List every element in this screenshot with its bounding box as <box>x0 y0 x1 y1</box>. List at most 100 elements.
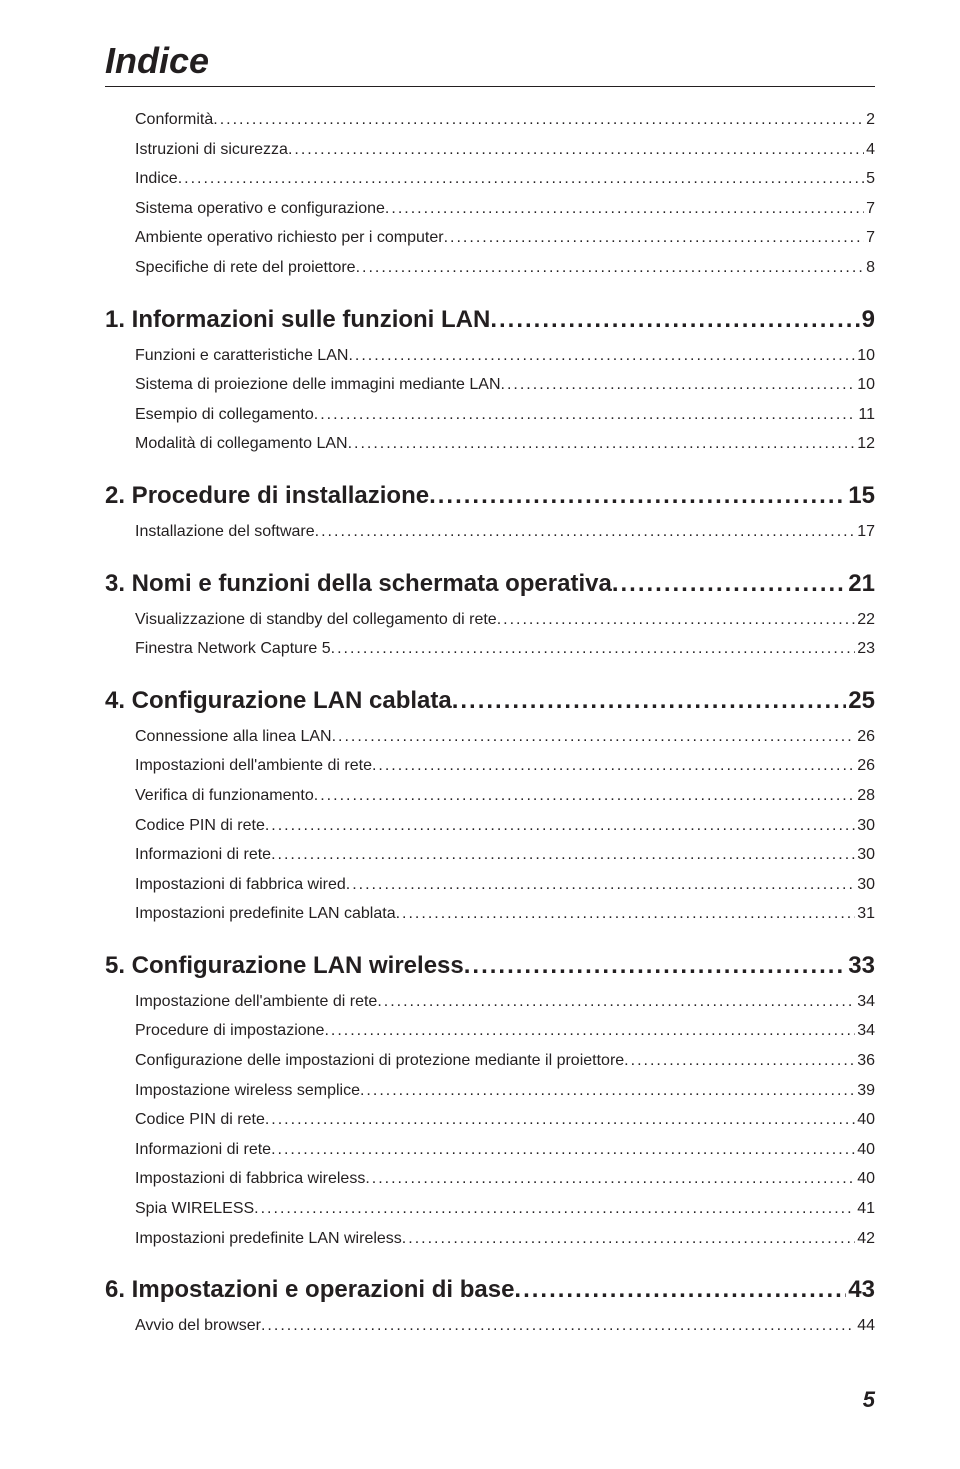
toc-page: 21 <box>846 569 875 599</box>
toc-leader: ........................................… <box>348 345 855 367</box>
toc-label: Spia WIRELESS <box>135 1198 254 1220</box>
toc-entry: Informazioni di rete....................… <box>135 1139 875 1161</box>
toc-label: Finestra Network Capture 5 <box>135 638 331 660</box>
toc-label: Conformità <box>135 109 213 131</box>
toc-page: 26 <box>855 755 875 777</box>
toc-leader: ........................................… <box>346 874 855 896</box>
toc-leader: ........................................… <box>315 521 856 543</box>
toc-leader: ........................................… <box>444 227 865 249</box>
toc-page: 41 <box>855 1198 875 1220</box>
toc-label: Impostazione wireless semplice <box>135 1080 360 1102</box>
toc-leader: ........................................… <box>402 1228 855 1250</box>
toc-label: 2. Procedure di installazione <box>105 481 429 511</box>
toc-entry: Sistema di proiezione delle immagini med… <box>135 374 875 396</box>
toc-entry: Conformità..............................… <box>135 109 875 131</box>
toc-page: 25 <box>846 686 875 716</box>
toc-leader: ........................................… <box>372 755 855 777</box>
toc-entry: Spia WIRELESS...........................… <box>135 1198 875 1220</box>
toc-page: 11 <box>856 404 875 426</box>
toc-label: Modalità di collegamento LAN <box>135 433 348 455</box>
toc-leader: ........................................… <box>213 109 864 131</box>
toc-page: 23 <box>855 638 875 660</box>
toc-entry: Impostazioni di fabbrica wired..........… <box>135 874 875 896</box>
toc-entry: Procedure di impostazione...............… <box>135 1020 875 1042</box>
toc-leader: ........................................… <box>464 951 847 981</box>
toc-label: Impostazioni predefinite LAN cablata <box>135 903 396 925</box>
toc-entry: Impostazioni dell'ambiente di rete......… <box>135 755 875 777</box>
toc-page: 10 <box>855 345 875 367</box>
toc-label: 1. Informazioni sulle funzioni LAN <box>105 305 490 335</box>
toc-leader: ........................................… <box>314 404 857 426</box>
toc-leader: ........................................… <box>452 686 847 716</box>
toc-label: Visualizzazione di standby del collegame… <box>135 609 497 631</box>
toc-leader: ........................................… <box>331 638 856 660</box>
toc-page: 31 <box>855 903 875 925</box>
toc-page: 43 <box>846 1275 875 1305</box>
toc-label: 3. Nomi e funzioni della schermata opera… <box>105 569 612 599</box>
toc-entry: Impostazioni di fabbrica wireless.......… <box>135 1168 875 1190</box>
toc-page: 22 <box>855 609 875 631</box>
toc-entry: Verifica di funzionamento...............… <box>135 785 875 807</box>
toc-label: 6. Impostazioni e operazioni di base <box>105 1275 514 1305</box>
toc-page: 33 <box>846 951 875 981</box>
toc-leader: ........................................… <box>254 1198 855 1220</box>
toc-page: 30 <box>855 815 875 837</box>
toc-leader: ........................................… <box>178 168 864 190</box>
toc-entry: Impostazione dell'ambiente di rete......… <box>135 991 875 1013</box>
toc-page: 10 <box>855 374 875 396</box>
toc-leader: ........................................… <box>332 726 856 748</box>
toc-page: 12 <box>855 433 875 455</box>
toc-label: Funzioni e caratteristiche LAN <box>135 345 348 367</box>
toc-leader: ........................................… <box>271 844 855 866</box>
toc-label: Impostazioni predefinite LAN wireless <box>135 1228 402 1250</box>
toc-entry: Istruzioni di sicurezza.................… <box>135 139 875 161</box>
toc-entry: Informazioni di rete....................… <box>135 844 875 866</box>
toc-label: Connessione alla linea LAN <box>135 726 332 748</box>
toc-page: 30 <box>855 844 875 866</box>
toc-label: Impostazione dell'ambiente di rete <box>135 991 377 1013</box>
toc-label: Avvio del browser <box>135 1315 261 1337</box>
toc-chapter: 3. Nomi e funzioni della schermata opera… <box>105 569 875 599</box>
toc-page: 7 <box>864 227 875 249</box>
toc-entry: Codice PIN di rete......................… <box>135 1109 875 1131</box>
toc-chapter: 6. Impostazioni e operazioni di base....… <box>105 1275 875 1305</box>
toc-page: 34 <box>855 1020 875 1042</box>
toc-leader: ........................................… <box>396 903 856 925</box>
toc-entry: Indice..................................… <box>135 168 875 190</box>
toc-label: 5. Configurazione LAN wireless <box>105 951 464 981</box>
toc-page: 4 <box>864 139 875 161</box>
toc-label: Impostazioni di fabbrica wireless <box>135 1168 365 1190</box>
toc-label: Configurazione delle impostazioni di pro… <box>135 1050 624 1072</box>
toc-label: Procedure di impostazione <box>135 1020 324 1042</box>
toc-entry: Impostazioni predefinite LAN wireless...… <box>135 1228 875 1250</box>
toc-page: 26 <box>855 726 875 748</box>
toc-page: 36 <box>855 1050 875 1072</box>
toc-page: 42 <box>855 1228 875 1250</box>
toc-page: 40 <box>855 1139 875 1161</box>
toc-chapter: 1. Informazioni sulle funzioni LAN......… <box>105 305 875 335</box>
toc-leader: ........................................… <box>624 1050 855 1072</box>
toc-entry: Codice PIN di rete......................… <box>135 815 875 837</box>
toc-leader: ........................................… <box>261 1315 855 1337</box>
toc-leader: ........................................… <box>365 1168 855 1190</box>
toc-label: Specifiche di rete del proiettore <box>135 257 356 279</box>
toc-label: Ambiente operativo richiesto per i compu… <box>135 227 444 249</box>
toc-entry: Visualizzazione di standby del collegame… <box>135 609 875 631</box>
toc-leader: ........................................… <box>501 374 856 396</box>
toc-entry: Sistema operativo e configurazione......… <box>135 198 875 220</box>
toc-label: Verifica di funzionamento <box>135 785 314 807</box>
toc-list: Conformità..............................… <box>105 109 875 1337</box>
toc-page: 34 <box>855 991 875 1013</box>
toc-entry: Esempio di collegamento.................… <box>135 404 875 426</box>
toc-page: 9 <box>860 305 875 335</box>
toc-entry: Configurazione delle impostazioni di pro… <box>135 1050 875 1072</box>
toc-label: Codice PIN di rete <box>135 1109 265 1131</box>
toc-label: Istruzioni di sicurezza <box>135 139 288 161</box>
toc-page: 39 <box>855 1080 875 1102</box>
toc-label: Sistema di proiezione delle immagini med… <box>135 374 501 396</box>
toc-label: Informazioni di rete <box>135 1139 271 1161</box>
toc-leader: ........................................… <box>612 569 846 599</box>
toc-entry: Installazione del software..............… <box>135 521 875 543</box>
toc-leader: ........................................… <box>497 609 856 631</box>
toc-entry: Impostazione wireless semplice..........… <box>135 1080 875 1102</box>
